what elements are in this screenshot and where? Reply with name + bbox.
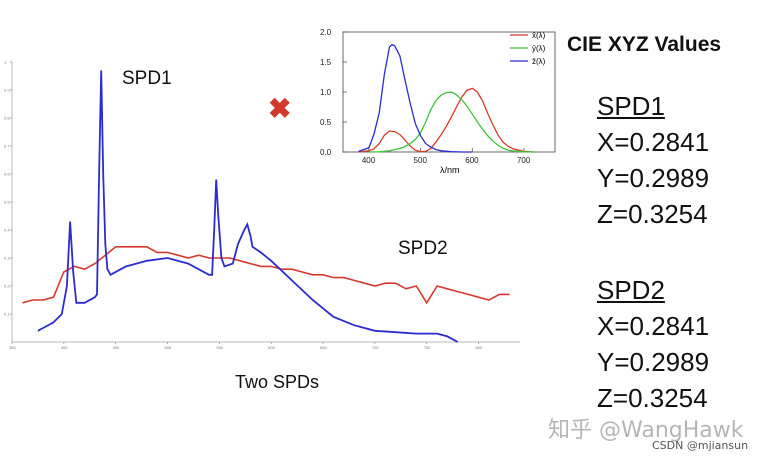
cie-xlabel: λ/nm bbox=[440, 165, 460, 175]
cie-title: CIE XYZ Values bbox=[567, 33, 722, 56]
cie-ytick-label-0: 0.0 bbox=[320, 148, 332, 157]
spd-ytick-label-5: 0.6 bbox=[4, 172, 10, 177]
spd-ytick-label-9: 1 bbox=[4, 60, 7, 65]
spd2-y-value: Y=0.2989 bbox=[597, 347, 710, 377]
cie-xtick-label-1: 500 bbox=[414, 156, 428, 165]
spd-xtick-label-3: 500 bbox=[165, 345, 172, 350]
legend-label-z-bar: z̄(λ) bbox=[532, 57, 546, 66]
spd-xtick-label-9: 800 bbox=[476, 345, 483, 350]
cie-xtick-label-0: 400 bbox=[362, 156, 376, 165]
spd2-series-line bbox=[22, 246, 510, 305]
cie-ytick-label-2: 1.0 bbox=[320, 88, 332, 97]
spd-xtick-label-0: 350 bbox=[9, 345, 16, 350]
chart-caption: Two SPDs bbox=[235, 372, 320, 392]
spd-xtick-label-8: 750 bbox=[424, 345, 431, 350]
cie-xtick-label-2: 600 bbox=[465, 156, 479, 165]
spd-ytick-label-7: 0.8 bbox=[4, 116, 10, 121]
spd-ytick-label-4: 0.5 bbox=[4, 200, 10, 205]
legend-label-x-bar: x̄(λ) bbox=[532, 31, 546, 40]
spd2-x-value: X=0.2841 bbox=[597, 311, 710, 341]
spd1-x-value: X=0.2841 bbox=[597, 127, 710, 157]
spd2-values-block: SPD2 X=0.2841 Y=0.2989 Z=0.3254 bbox=[597, 272, 767, 416]
cie-chart: 0.0 0.5 1.0 1.5 2.0 400 500 600 700 λ/nm x̄(λ) … bbox=[320, 28, 556, 175]
cie-legend: x̄(λ) ȳ(λ) z̄(λ) bbox=[510, 31, 546, 66]
spd-xtick-label-7: 700 bbox=[372, 345, 379, 350]
cie-xtick-label-3: 700 bbox=[517, 156, 531, 165]
spd2-values-title: SPD2 bbox=[597, 275, 665, 305]
spd-xtick-label-4: 550 bbox=[216, 345, 223, 350]
spd-ytick-label-8: 0.9 bbox=[4, 88, 10, 93]
spd-ytick-label-0: 0.1 bbox=[4, 312, 10, 317]
multiply-icon: ✖ bbox=[268, 93, 292, 124]
cie-z-bar-line bbox=[358, 43, 473, 153]
cie-ytick-label-4: 2.0 bbox=[320, 28, 332, 37]
credit-text: CSDN @mjiansun bbox=[652, 439, 749, 452]
spd-xtick-label-6: 650 bbox=[320, 345, 327, 350]
spd1-values-title: SPD1 bbox=[597, 91, 665, 121]
spd-chart: 0.1 0.2 0.3 0.4 0.5 0.6 0.7 0.8 0.9 1 350 400 450 50… bbox=[4, 60, 520, 350]
spd-xtick-label-2: 450 bbox=[113, 345, 120, 350]
spd-xtick-label-1: 400 bbox=[61, 345, 68, 350]
spd2-z-value: Z=0.3254 bbox=[597, 383, 708, 413]
spd-ytick-label-1: 0.2 bbox=[4, 284, 10, 289]
cie-ytick-label-3: 1.5 bbox=[320, 58, 332, 67]
spd1-y-value: Y=0.2989 bbox=[597, 163, 710, 193]
legend-label-y-bar: ȳ(λ) bbox=[532, 44, 546, 53]
spd-ytick-label-2: 0.3 bbox=[4, 256, 10, 261]
xyz-values-panel: SPD1 X=0.2841 Y=0.2989 Z=0.3254 SPD2 X=0… bbox=[597, 88, 767, 416]
spd-ytick-label-6: 0.7 bbox=[4, 144, 10, 149]
cie-ytick-label-1: 0.5 bbox=[320, 118, 332, 127]
spd1-values-block: SPD1 X=0.2841 Y=0.2989 Z=0.3254 bbox=[597, 88, 767, 232]
cie-x-bar-line bbox=[358, 87, 535, 153]
spd1-z-value: Z=0.3254 bbox=[597, 199, 708, 229]
spd1-label: SPD1 bbox=[122, 68, 172, 89]
cie-y-bar-line bbox=[368, 91, 535, 153]
spd1-series-line bbox=[37, 70, 459, 343]
watermark: 知乎 @WangHawk bbox=[548, 418, 744, 443]
spd2-label: SPD2 bbox=[398, 238, 448, 259]
spd-xtick-label-5: 600 bbox=[268, 345, 275, 350]
spd-ytick-label-3: 0.4 bbox=[4, 228, 10, 233]
